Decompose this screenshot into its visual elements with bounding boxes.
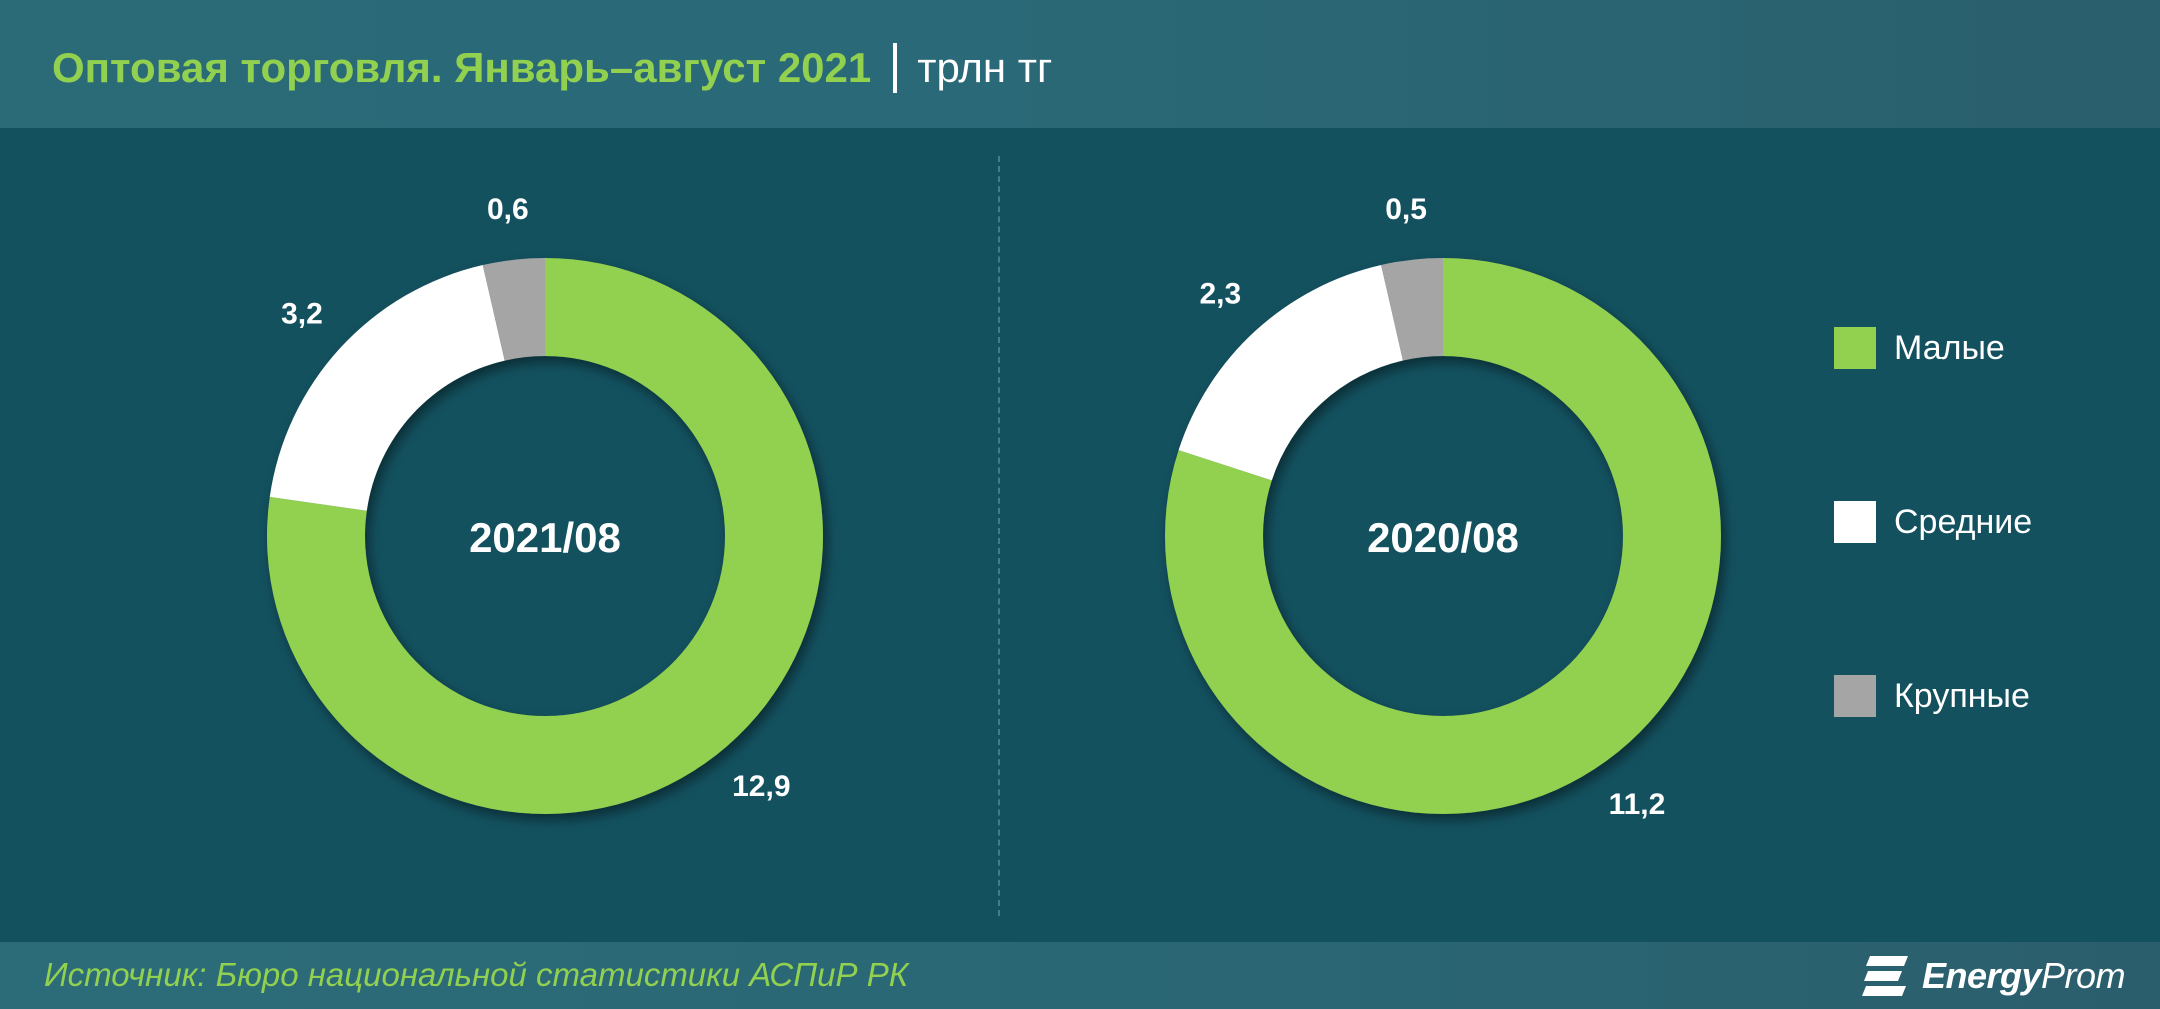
chart-area: 12,9 3,2 0,6 2021/08 11,2 2,3 0,5 2020/08 Малые… bbox=[0, 128, 2160, 942]
data-label-small: 11,2 bbox=[1609, 788, 1666, 821]
energyprom-logo: EnergyProm bbox=[1862, 952, 2126, 1000]
legend-item-small: Малые bbox=[1834, 324, 2032, 372]
logo-text: EnergyProm bbox=[1922, 955, 2126, 997]
donut-slice-large bbox=[1381, 258, 1443, 361]
donut-slice-medium bbox=[1178, 264, 1403, 481]
donut-center-label: 2021/08 bbox=[469, 514, 621, 561]
donut-chart-2 bbox=[1165, 258, 1721, 814]
donut-charts: 12,9 3,2 0,6 2021/08 11,2 2,3 0,5 2020/08 bbox=[267, 193, 1721, 821]
logo-text-bold: Energy bbox=[1922, 955, 2042, 996]
donut-chart-1 bbox=[267, 258, 824, 815]
unit-label: трлн тг bbox=[917, 44, 1053, 91]
footer-bar: Источник: Бюро национальной статистики А… bbox=[0, 942, 2160, 1009]
legend-swatch bbox=[1834, 675, 1876, 717]
energyprom-logo-icon bbox=[1862, 956, 1908, 996]
donut-center-label: 2020/08 bbox=[1367, 514, 1519, 561]
data-label-large: 0,5 bbox=[1385, 193, 1427, 226]
legend-swatch bbox=[1834, 327, 1876, 369]
logo-text-light: Prom bbox=[2041, 955, 2126, 996]
donut-slice-small bbox=[1165, 258, 1721, 814]
chart-title: Оптовая торговля. Январь–август 2021 bbox=[52, 44, 872, 91]
legend-swatch bbox=[1834, 501, 1876, 543]
data-label-medium: 3,2 bbox=[281, 298, 323, 331]
legend-item-medium: Средние bbox=[1834, 498, 2032, 546]
legend-label: Крупные bbox=[1894, 676, 2030, 715]
data-label-small: 12,9 bbox=[732, 770, 790, 803]
donut-slice-small bbox=[267, 258, 824, 815]
legend: Малые Средние Крупные bbox=[1834, 324, 2032, 846]
header-bar: Оптовая торговля. Январь–август 2021 трл… bbox=[0, 0, 2160, 128]
source-note: Источник: Бюро национальной статистики А… bbox=[44, 956, 909, 993]
donut-slice-large bbox=[482, 258, 545, 361]
donut-slice-medium bbox=[269, 265, 505, 511]
data-label-medium: 2,3 bbox=[1199, 277, 1241, 310]
chart-divider bbox=[998, 156, 1000, 916]
legend-label: Средние bbox=[1894, 502, 2033, 541]
legend-item-large: Крупные bbox=[1834, 672, 2032, 720]
title-row: Оптовая торговля. Январь–август 2021 трл… bbox=[52, 38, 1052, 98]
data-label-large: 0,6 bbox=[487, 193, 529, 226]
legend-label: Малые bbox=[1894, 328, 2005, 367]
title-separator bbox=[893, 43, 898, 93]
